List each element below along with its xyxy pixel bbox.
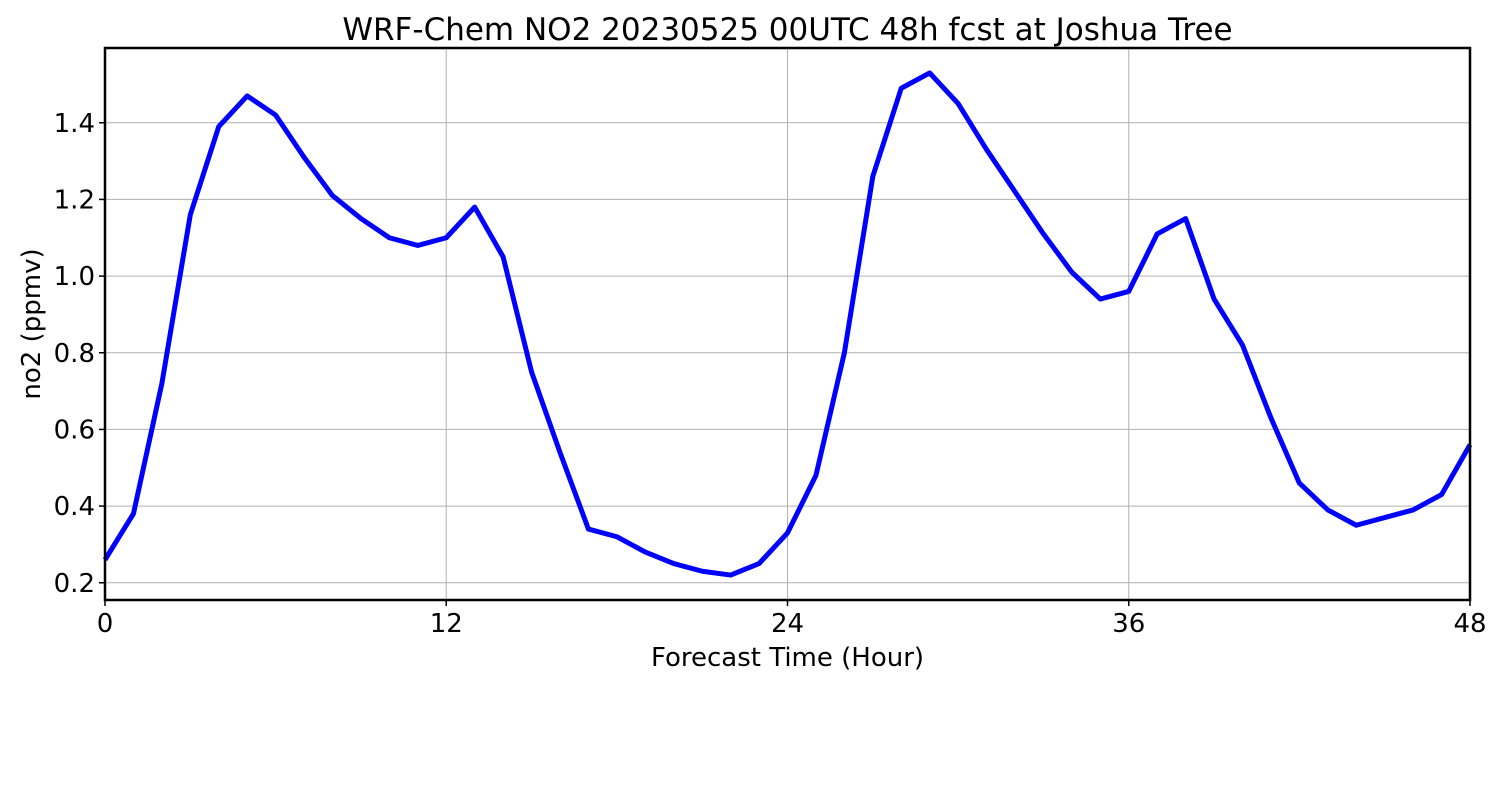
x-tick-label: 36 xyxy=(1112,609,1145,639)
x-tick-label: 0 xyxy=(97,609,114,639)
y-tick-label: 1.2 xyxy=(54,185,95,215)
line-layer xyxy=(102,70,1473,578)
y-tick-label: 0.8 xyxy=(54,339,95,369)
y-axis-label: no2 (ppmv) xyxy=(17,248,47,399)
no2-series-line xyxy=(102,70,1473,578)
y-tick-label: 0.6 xyxy=(54,415,95,445)
x-tick-label: 24 xyxy=(771,609,804,639)
y-tick-label: 0.4 xyxy=(54,492,95,522)
y-tick-label: 0.2 xyxy=(54,569,95,599)
x-tick-label: 12 xyxy=(430,609,463,639)
y-tick-label: 1.0 xyxy=(54,262,95,292)
y-tick-label: 1.4 xyxy=(54,109,95,139)
grid-layer xyxy=(105,48,1470,600)
chart-title: WRF-Chem NO2 20230525 00UTC 48h fcst at … xyxy=(342,12,1232,48)
x-tick-label: 48 xyxy=(1453,609,1486,639)
x-axis-label: Forecast Time (Hour) xyxy=(651,643,924,673)
tick-layer: 0 12 24 36 48 0.2 0.4 0.6 0.8 1.0 1.2 1.4 xyxy=(54,109,1487,639)
